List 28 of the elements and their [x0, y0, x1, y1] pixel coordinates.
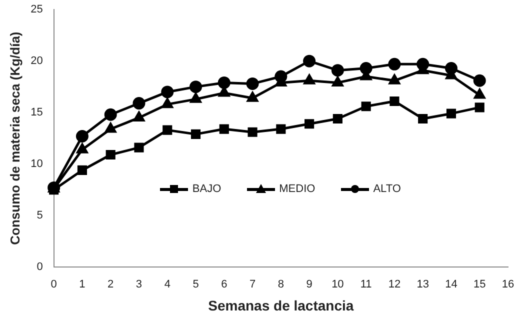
y-tick-label: 20	[30, 55, 43, 68]
x-tick-label: 14	[445, 278, 458, 291]
x-tick-label: 2	[108, 278, 114, 291]
x-tick-label: 8	[278, 278, 284, 291]
x-tick-label: 5	[192, 278, 199, 291]
x-tick-label: 0	[50, 278, 57, 291]
x-tick-label: 6	[221, 278, 228, 291]
y-tick-label: 25	[30, 4, 43, 16]
y-tick-label: 15	[30, 106, 43, 119]
x-tick-label: 15	[473, 278, 486, 291]
legend-label: MEDIO	[279, 182, 316, 195]
x-tick-label: 13	[416, 278, 429, 291]
x-tick-label: 12	[388, 278, 401, 291]
legend-label: ALTO	[373, 182, 401, 195]
x-tick-label: 1	[79, 278, 86, 291]
x-axis-title: Semanas de lactancia	[208, 297, 354, 314]
x-tick-label: 16	[502, 278, 514, 291]
y-tick-label: 0	[36, 261, 43, 274]
x-tick-label: 3	[136, 278, 142, 291]
x-tick-label: 9	[306, 278, 312, 291]
x-tick-label: 10	[332, 278, 344, 291]
y-tick-label: 5	[36, 210, 43, 222]
x-tick-label: 11	[360, 278, 372, 291]
x-tick-label: 7	[249, 278, 256, 291]
legend-label: BAJO	[192, 182, 222, 195]
x-tick-label: 4	[164, 278, 170, 291]
y-tick-label: 10	[30, 158, 43, 170]
y-axis-title: Consumo de materia seca (Kg/día)	[7, 32, 22, 245]
